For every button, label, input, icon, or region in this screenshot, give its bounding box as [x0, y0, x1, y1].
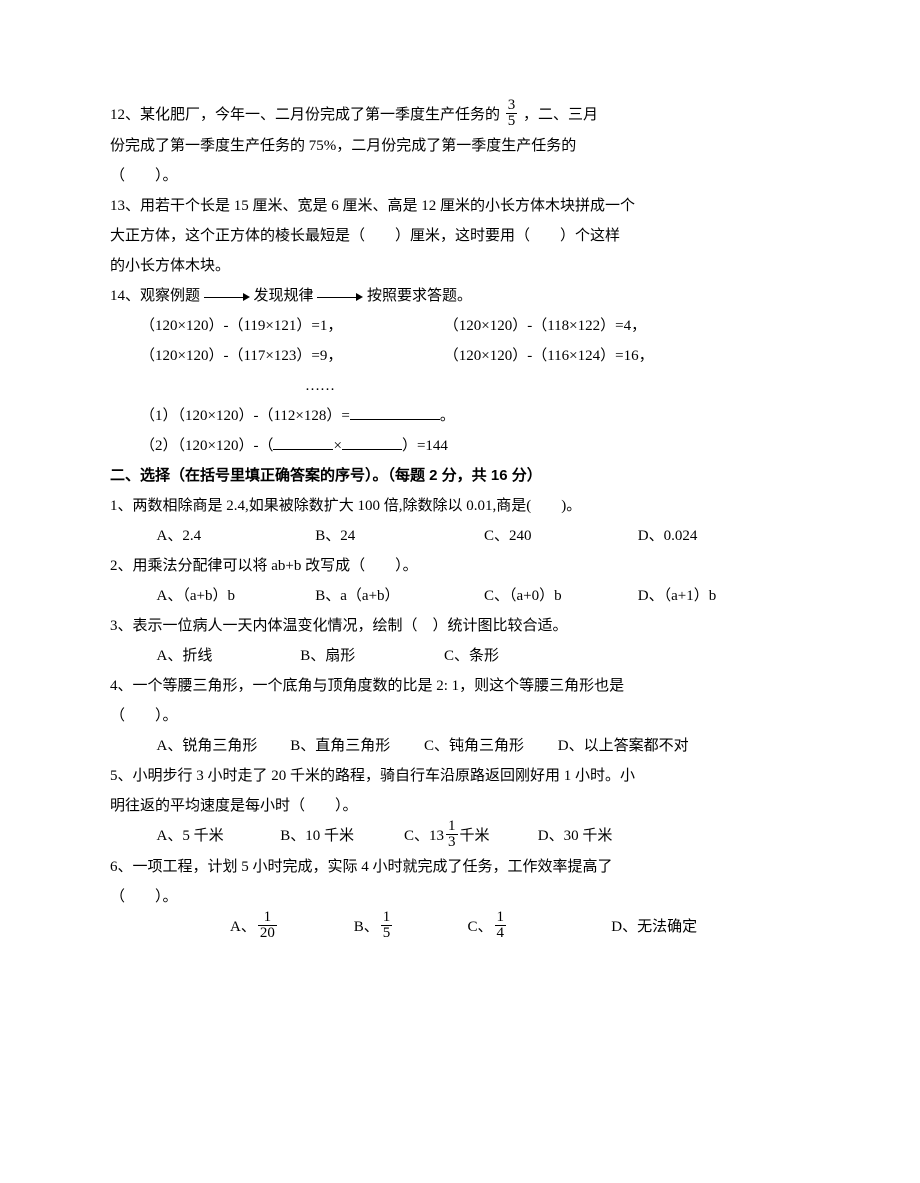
q12-text-3: （ ）。 — [110, 161, 810, 191]
s2-question-5: 5、小明步行 3 小时走了 20 千米的路程，骑自行车沿原路返回刚好用 1 小时… — [110, 761, 810, 852]
s2q6-text-1: 6、一项工程，计划 5 小时完成，实际 4 小时就完成了任务，工作效率提高了 — [110, 852, 810, 882]
arrow-icon — [204, 292, 250, 302]
option-d: D、0.024 — [638, 528, 698, 544]
option-c-post: 千米 — [460, 828, 490, 844]
option-a: A、折线 — [157, 641, 297, 671]
option-c: C、14 — [468, 912, 608, 943]
q14-head-a: 14、观察例题 — [110, 288, 200, 304]
option-c: C、条形 — [444, 648, 499, 664]
q14-p1a: （1）（120×120）-（112×128）= — [140, 408, 350, 424]
question-13: 13、用若干个长是 15 厘米、宽是 6 厘米、高是 12 厘米的小长方体木块拼… — [110, 191, 810, 281]
q14-r1b: （120×120）-（118×122）=4， — [444, 318, 646, 334]
option-b: B、扇形 — [300, 641, 440, 671]
option-c: C、钝角三角形 — [424, 731, 554, 761]
option-c-fraction: 13 — [444, 819, 460, 850]
blank-line — [273, 434, 333, 450]
section-2-title: 二、选择（在括号里填正确答案的序号）。（每题 2 分，共 16 分） — [110, 461, 810, 491]
option-c-pre: C、13 — [404, 828, 444, 844]
option-d: D、无法确定 — [611, 919, 697, 935]
option-c-fraction: 14 — [493, 910, 509, 941]
option-d: D、30 千米 — [538, 828, 613, 844]
option-c: C、（a+0）b — [484, 581, 634, 611]
fraction-denominator: 5 — [381, 926, 393, 941]
option-a: A、（a+b）b — [157, 581, 312, 611]
page: 12、某化肥厂，今年一、二月份完成了第一季度生产任务的 3 5 ，二、三月 份完… — [0, 0, 920, 1003]
s2q6-text-2: （ ）。 — [110, 882, 810, 912]
fraction-numerator: 1 — [381, 910, 393, 926]
s2-question-6: 6、一项工程，计划 5 小时完成，实际 4 小时就完成了任务，工作效率提高了 （… — [110, 852, 810, 943]
option-c-label: C、 — [468, 919, 493, 935]
q14-p2mid: × — [333, 438, 341, 454]
option-a: A、5 千米 — [157, 821, 277, 851]
s2q3-options: A、折线 B、扇形 C、条形 — [110, 641, 810, 671]
fraction-denominator: 5 — [506, 114, 518, 129]
option-d: D、以上答案都不对 — [558, 738, 689, 754]
option-b: B、15 — [354, 912, 464, 943]
blank-line — [350, 404, 440, 420]
option-a-label: A、 — [230, 919, 256, 935]
s2-question-3: 3、表示一位病人一天内体温变化情况，绘制（ ）统计图比较合适。 A、折线 B、扇… — [110, 611, 810, 671]
s2q4-options: A、锐角三角形 B、直角三角形 C、钝角三角形 D、以上答案都不对 — [110, 731, 810, 761]
blank-line — [342, 434, 402, 450]
q14-p2b: ）=144 — [402, 438, 448, 454]
option-b: B、直角三角形 — [290, 731, 420, 761]
q14-p1b: 。 — [440, 408, 455, 424]
q13-text-1: 13、用若干个长是 15 厘米、宽是 6 厘米、高是 12 厘米的小长方体木块拼… — [110, 191, 810, 221]
s2-question-4: 4、一个等腰三角形，一个底角与顶角度数的比是 2: 1，则这个等腰三角形也是 （… — [110, 671, 810, 761]
s2q3-text: 3、表示一位病人一天内体温变化情况，绘制（ ）统计图比较合适。 — [110, 611, 810, 641]
s2q5-text-2: 明往返的平均速度是每小时（ ）。 — [110, 791, 810, 821]
fraction-numerator: 1 — [446, 819, 458, 835]
q14-r1a: （120×120）-（119×121）=1， — [140, 311, 440, 341]
option-d: D、（a+1）b — [638, 588, 716, 604]
s2q5-options: A、5 千米 B、10 千米 C、1313千米 D、30 千米 — [110, 821, 810, 852]
question-14: 14、观察例题 发现规律 按照要求答题。 （120×120）-（119×121）… — [110, 281, 810, 461]
option-a: A、2.4 — [157, 521, 312, 551]
s2q2-options: A、（a+b）b B、a（a+b） C、（a+0）b D、（a+1）b — [110, 581, 810, 611]
fraction-numerator: 3 — [506, 98, 518, 114]
s2q1-options: A、2.4 B、24 C、240 D、0.024 — [110, 521, 810, 551]
q14-head-c: 按照要求答题。 — [367, 288, 472, 304]
option-a: A、120 — [230, 912, 350, 943]
s2q4-text-2: （ ）。 — [110, 701, 810, 731]
option-b: B、a（a+b） — [315, 581, 480, 611]
q12-text-1a: 12、某化肥厂，今年一、二月份完成了第一季度生产任务的 — [110, 107, 500, 123]
q14-head-b: 发现规律 — [254, 288, 314, 304]
s2q5-text-1: 5、小明步行 3 小时走了 20 千米的路程，骑自行车沿原路返回刚好用 1 小时… — [110, 761, 810, 791]
question-12: 12、某化肥厂，今年一、二月份完成了第一季度生产任务的 3 5 ，二、三月 份完… — [110, 100, 810, 191]
s2-question-2: 2、用乘法分配律可以将 ab+b 改写成（ ）。 A、（a+b）b B、a（a+… — [110, 551, 810, 611]
option-a-fraction: 120 — [256, 910, 279, 941]
q12-text-2: 份完成了第一季度生产任务的 75%，二月份完成了第一季度生产任务的 — [110, 131, 810, 161]
fraction-denominator: 3 — [446, 835, 458, 850]
fraction-denominator: 20 — [258, 926, 277, 941]
q12-text-1b: ，二、三月 — [523, 107, 598, 123]
q14-row2: （120×120）-（117×123）=9， （120×120）-（116×12… — [110, 341, 810, 371]
option-c: C、1313千米 — [404, 821, 534, 852]
s2q4-text-1: 4、一个等腰三角形，一个底角与顶角度数的比是 2: 1，则这个等腰三角形也是 — [110, 671, 810, 701]
q14-dots: …… — [110, 371, 810, 401]
q14-row1: （120×120）-（119×121）=1， （120×120）-（118×12… — [110, 311, 810, 341]
s2q6-options: A、120 B、15 C、14 D、无法确定 — [110, 912, 810, 943]
option-b-label: B、 — [354, 919, 379, 935]
q14-part2: （2）（120×120）-（ × ）=144 — [110, 431, 810, 461]
q14-part1: （1）（120×120）-（112×128）= 。 — [110, 401, 810, 431]
option-a: A、锐角三角形 — [157, 731, 287, 761]
s2-question-1: 1、两数相除商是 2.4,如果被除数扩大 100 倍,除数除以 0.01,商是(… — [110, 491, 810, 551]
arrow-icon — [317, 292, 363, 302]
option-b: B、10 千米 — [280, 821, 400, 851]
fraction-numerator: 1 — [495, 910, 507, 926]
s2q1-text: 1、两数相除商是 2.4,如果被除数扩大 100 倍,除数除以 0.01,商是(… — [110, 491, 810, 521]
option-b: B、24 — [315, 521, 480, 551]
fraction-denominator: 4 — [495, 926, 507, 941]
q13-text-3: 的小长方体木块。 — [110, 251, 810, 281]
q12-fraction: 3 5 — [504, 98, 520, 129]
fraction-numerator: 1 — [258, 910, 277, 926]
option-c: C、240 — [484, 521, 634, 551]
q14-r2a: （120×120）-（117×123）=9， — [140, 341, 440, 371]
s2q2-text: 2、用乘法分配律可以将 ab+b 改写成（ ）。 — [110, 551, 810, 581]
q14-r2b: （120×120）-（116×124）=16， — [444, 348, 654, 364]
q14-p2a: （2）（120×120）-（ — [140, 438, 273, 454]
q13-text-2: 大正方体，这个正方体的棱长最短是（ ）厘米，这时要用（ ）个这样 — [110, 221, 810, 251]
option-b-fraction: 15 — [379, 910, 395, 941]
